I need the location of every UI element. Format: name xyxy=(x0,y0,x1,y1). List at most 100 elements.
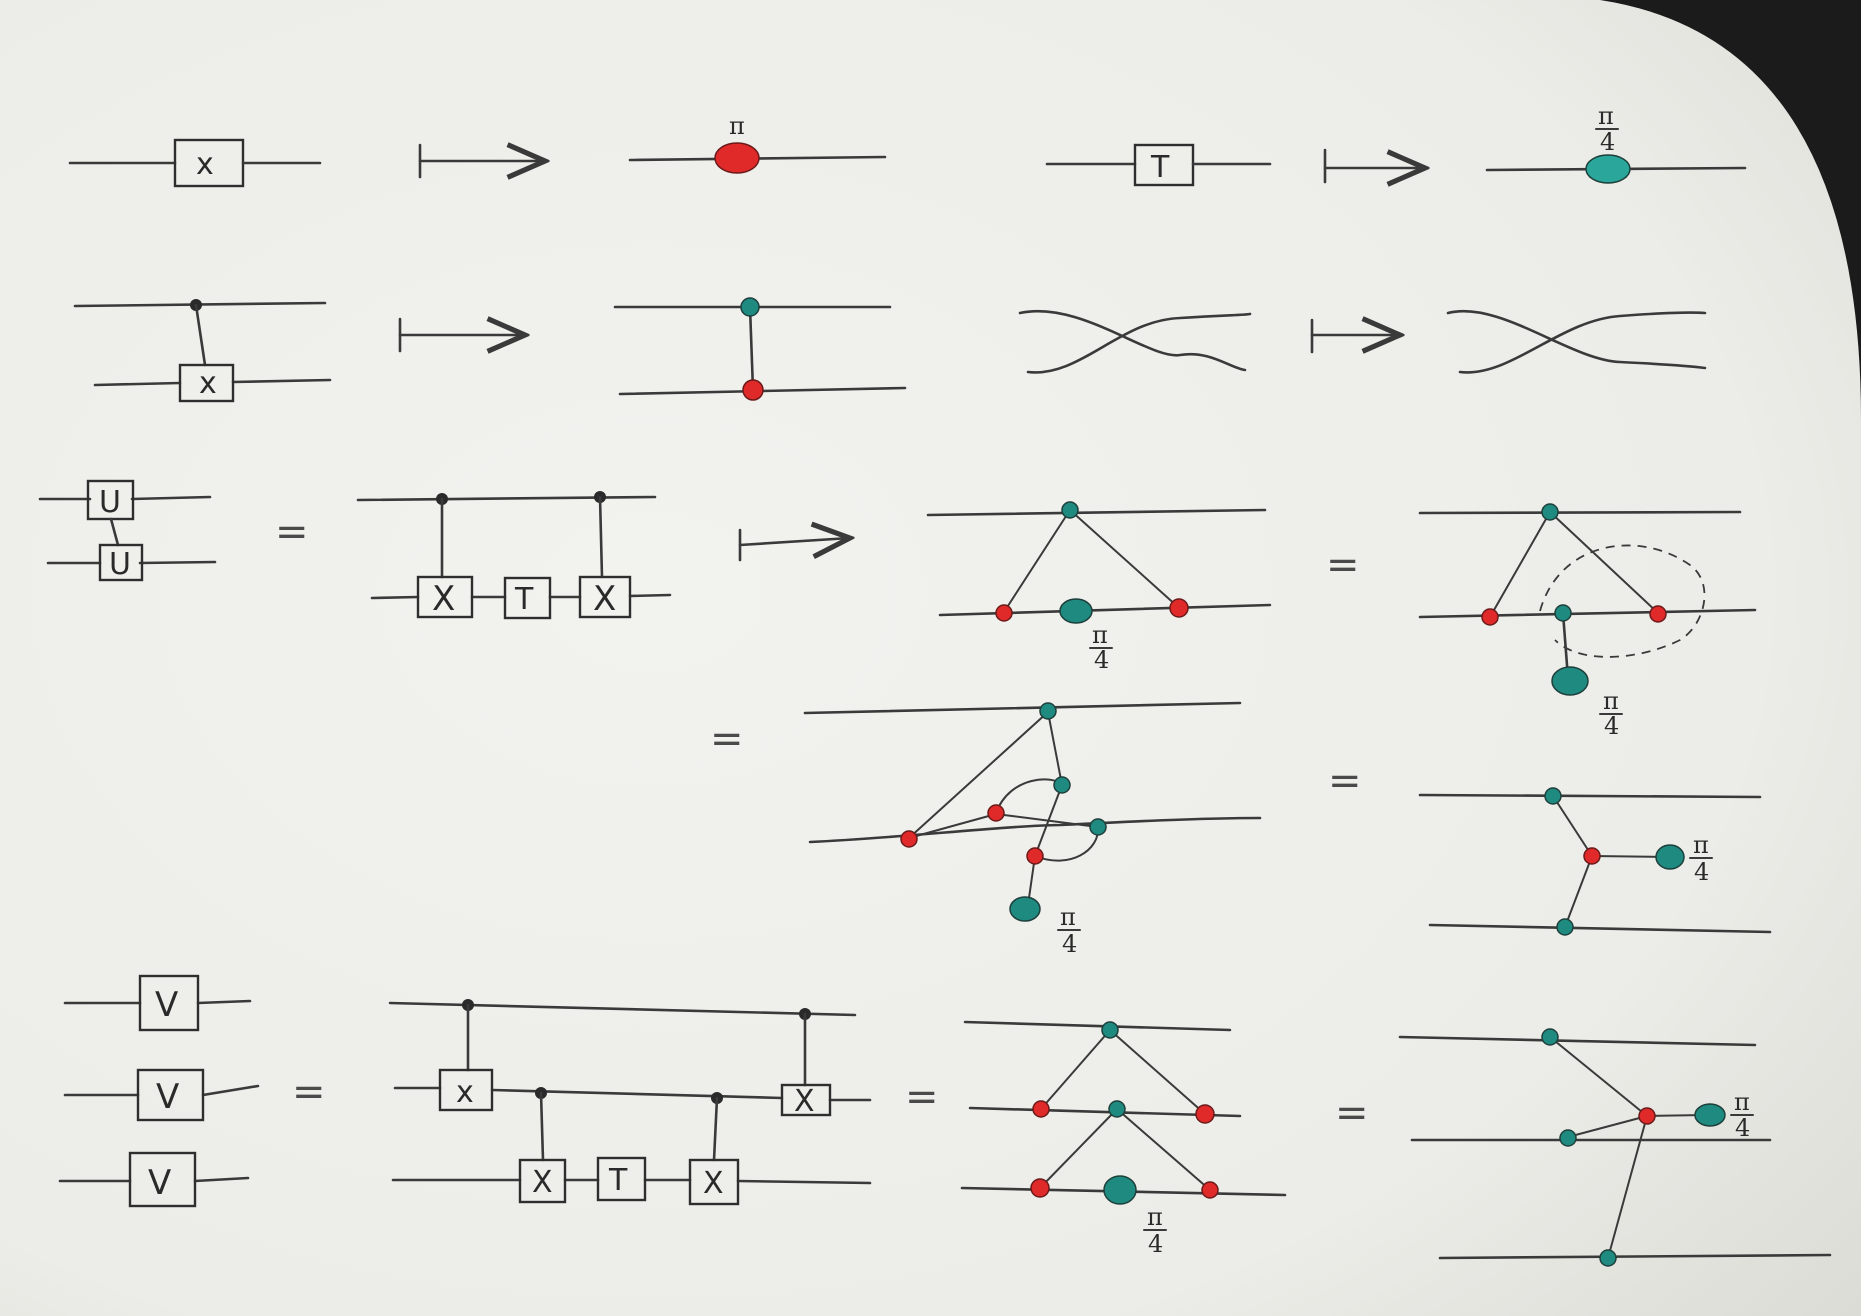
cnot-a-target xyxy=(438,1068,494,1112)
z-spider-right-3 xyxy=(1089,818,1107,836)
t-gate-box-3 xyxy=(596,1156,647,1202)
z-spider xyxy=(740,297,760,317)
phase-den-5: 4 xyxy=(1694,858,1709,886)
x-spider-b xyxy=(1195,1104,1215,1124)
maps-to-arrow-3 xyxy=(398,319,525,351)
equals-sign-6: = xyxy=(905,1074,939,1120)
v-gate-2 xyxy=(136,1068,205,1122)
cnot-2-target xyxy=(578,575,632,619)
v-gate-3 xyxy=(128,1151,197,1208)
cnot-b-label: X xyxy=(532,1165,553,1200)
u-gate-bottom-label: U xyxy=(109,547,131,582)
t-gate-label-2: T xyxy=(514,582,534,617)
x-spider-c xyxy=(1030,1178,1050,1198)
maps-to-arrow-4 xyxy=(1310,320,1400,352)
v-gate-1 xyxy=(138,974,200,1032)
z-spider-bottom-5 xyxy=(1599,1249,1617,1267)
x-spider-left xyxy=(995,604,1013,622)
z-spider-top xyxy=(1061,501,1079,519)
z-spider-pi-over-4-4 xyxy=(1655,844,1685,870)
phase-num: π xyxy=(1598,102,1614,130)
row-5-v-gates: V V V xyxy=(58,974,260,1208)
phase-num-6: π xyxy=(1147,1203,1163,1231)
x-spider-pi xyxy=(714,142,760,174)
u-gate-bottom xyxy=(98,543,144,582)
row-5-zx-simplified: π 4 xyxy=(1398,1028,1832,1267)
x-spider-left-3 xyxy=(900,830,918,848)
row-4-zx-bent: π 4 xyxy=(803,701,1262,958)
equals-sign-7: = xyxy=(1335,1090,1369,1136)
row-2-cnot-zx xyxy=(613,297,907,401)
phase-num-7: π xyxy=(1734,1088,1750,1116)
t-gate-label-3: T xyxy=(608,1163,628,1198)
v-gate-2-label: V xyxy=(156,1077,179,1117)
t-gate-label: T xyxy=(1150,150,1170,185)
z-spider-upper-3 xyxy=(1053,776,1071,794)
row-4-zx-simplified: π 4 xyxy=(1418,787,1772,936)
z-spider-b xyxy=(1108,1100,1126,1118)
t-gate-box-2 xyxy=(503,576,552,620)
z-spider-bottom-4 xyxy=(1556,918,1574,936)
z-spider-pi-over-4-leg xyxy=(1551,666,1589,696)
z-spider-top-4 xyxy=(1544,787,1562,805)
z-spider-pi-over-4-3 xyxy=(1009,896,1041,922)
v-gate-3-label: V xyxy=(148,1163,171,1203)
row-3-zx-triangle: π 4 xyxy=(926,501,1272,674)
row-2-swap-zx xyxy=(1446,309,1707,374)
phase-den-3: 4 xyxy=(1604,712,1619,740)
x-spider-mid-3 xyxy=(987,804,1005,822)
phase-den: 4 xyxy=(1600,128,1615,156)
phase-num-3: π xyxy=(1603,687,1619,715)
phase-den-4: 4 xyxy=(1062,930,1077,958)
phase-num-4: π xyxy=(1060,903,1076,931)
phase-den-6: 4 xyxy=(1148,1230,1163,1258)
x-spider-lower-3 xyxy=(1026,847,1044,865)
x-spider-d xyxy=(1201,1181,1219,1199)
cnot-b-target xyxy=(518,1158,567,1204)
z-spider-top-5 xyxy=(1541,1028,1559,1046)
x-spider-a xyxy=(1032,1100,1050,1118)
row-1-t-gate-circuit: T xyxy=(1045,143,1272,187)
cnot-1-target xyxy=(416,575,474,619)
row-1-z-spider: π 4 xyxy=(1485,102,1747,184)
z-spider-top-3 xyxy=(1039,702,1057,720)
row-1-x-spider: π xyxy=(628,112,887,174)
cnot-d-target xyxy=(780,1083,832,1117)
phase-pi-label: π xyxy=(729,112,745,140)
z-spider-mid-5 xyxy=(1559,1129,1577,1147)
z-spider-pi-over-4 xyxy=(1585,154,1631,184)
x-spider-center-4 xyxy=(1583,847,1601,865)
cnot-a-label: x xyxy=(456,1075,474,1110)
u-gate-top-label: U xyxy=(99,485,121,520)
equals-sign-2: = xyxy=(1326,542,1360,588)
z-spider-pi-over-4-6 xyxy=(1694,1103,1726,1127)
phase-den-2: 4 xyxy=(1094,646,1109,674)
row-3-cnot-t-cnot: X T X xyxy=(356,491,672,620)
row-3-controlled-u: U U xyxy=(38,479,217,582)
cnot-c-label: X xyxy=(703,1166,724,1201)
row-5-toffoli-like-circuit: x X T X X xyxy=(388,999,872,1206)
cnot-target-label: x xyxy=(199,366,217,401)
row-2-swap-circuit xyxy=(1018,309,1252,374)
phase-num-2: π xyxy=(1092,621,1108,649)
v-gate-1-label: V xyxy=(155,985,178,1025)
equals-sign-4: = xyxy=(1328,758,1362,804)
row-5-zx-double-triangle: π 4 xyxy=(960,1020,1287,1258)
phase-num-5: π xyxy=(1693,831,1709,859)
equals-sign-5: = xyxy=(292,1069,326,1115)
z-spider-a xyxy=(1101,1021,1119,1039)
row-3-zx-unfused: π 4 xyxy=(1418,503,1757,740)
equals-sign-3: = xyxy=(710,716,744,762)
x-spider-center-5 xyxy=(1638,1107,1656,1125)
x-spider xyxy=(742,379,764,401)
cnot-1-label: X xyxy=(432,579,455,619)
z-spider-pi-over-4-5 xyxy=(1103,1175,1137,1205)
x-spider-left-2 xyxy=(1481,608,1499,626)
z-spider-pi-over-4-mid xyxy=(1059,598,1093,624)
maps-to-arrow-1 xyxy=(418,145,545,177)
phase-den-7: 4 xyxy=(1735,1114,1750,1142)
x-spider-right-2 xyxy=(1649,605,1667,623)
x-spider-right xyxy=(1169,598,1189,618)
equals-sign-1: = xyxy=(275,509,309,555)
